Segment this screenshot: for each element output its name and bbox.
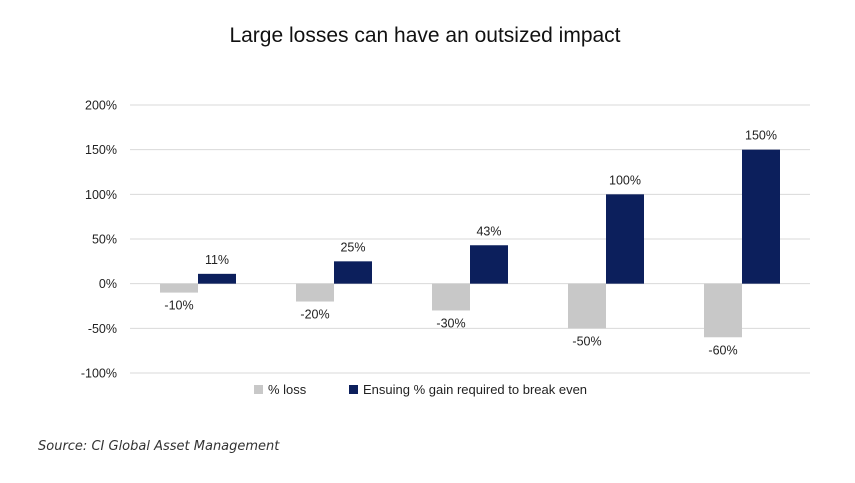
loss-bar	[704, 283, 742, 338]
y-tick-label: -50%	[88, 322, 117, 336]
loss-bar	[160, 283, 198, 293]
gain-data-label: 11%	[205, 253, 229, 267]
source-note: Source: CI Global Asset Management	[38, 439, 280, 454]
data-labels: -10% 11% -20% 25% -30% 43% -50% 100% -60% 150%	[164, 129, 777, 358]
y-tick-label: -100%	[81, 367, 117, 381]
loss-bar	[568, 283, 606, 329]
gain-data-label: 100%	[609, 173, 641, 187]
loss-bar	[432, 283, 470, 311]
gain-data-label: 43%	[476, 224, 501, 238]
loss-data-label: -30%	[436, 316, 465, 330]
loss-data-label: -50%	[572, 334, 601, 348]
chart-title: Large losses can have an outsized impact	[229, 24, 620, 47]
gain-bar	[470, 245, 508, 284]
y-tick-label: 200%	[85, 99, 117, 113]
y-axis-ticks: 200% 150% 100% 50% 0% -50% -100%	[81, 99, 117, 381]
gain-data-label: 150%	[745, 129, 777, 143]
loss-data-label: -60%	[708, 343, 737, 357]
loss-data-label: -20%	[300, 308, 329, 322]
y-tick-label: 100%	[85, 188, 117, 202]
gain-bar	[198, 273, 236, 284]
gain-data-label: 25%	[340, 240, 365, 254]
y-tick-label: 150%	[85, 143, 117, 157]
legend-label: Ensuing % gain required to break even	[363, 382, 587, 397]
bars	[160, 149, 780, 338]
legend-label: % loss	[268, 382, 307, 397]
y-tick-label: 0%	[99, 277, 117, 291]
gain-bar	[334, 261, 372, 284]
loss-data-label: -10%	[164, 299, 193, 313]
legend: % loss Ensuing % gain required to break e…	[254, 382, 587, 397]
y-tick-label: 50%	[92, 233, 117, 247]
loss-bar	[296, 283, 334, 302]
gain-bar	[606, 194, 644, 284]
legend-swatch	[349, 385, 358, 394]
legend-swatch	[254, 385, 263, 394]
gain-bar	[742, 149, 780, 284]
